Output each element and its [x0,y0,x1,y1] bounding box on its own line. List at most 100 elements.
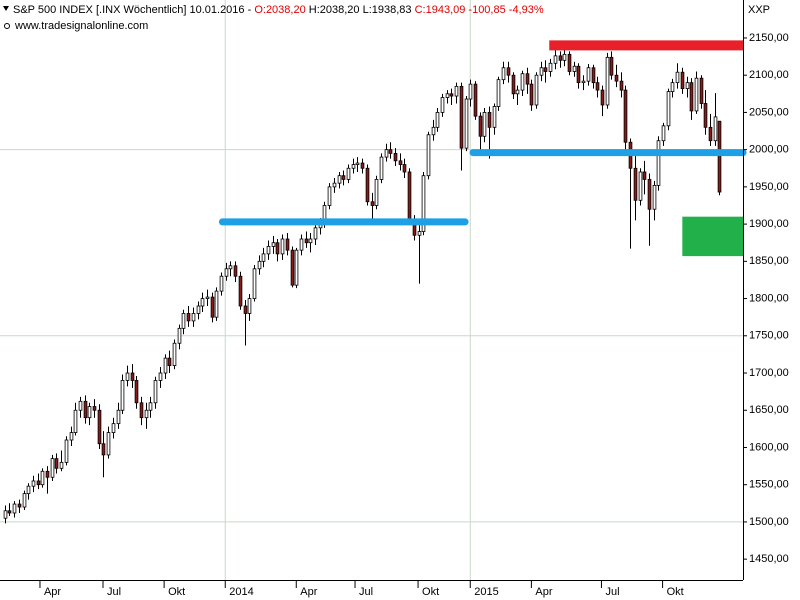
candle-body [196,305,201,314]
candle-body [36,480,41,486]
candle-body [3,510,8,519]
candle-body [83,400,88,419]
candle-body [605,56,610,106]
candle-body [633,167,638,201]
chart-header: S&P 500 INDEX [.INX Wöchentlich] 10.01.2… [13,4,544,16]
symbol-label: XXP [748,4,770,16]
y-tick-label: 2000,00 [749,144,789,156]
candle-body [205,296,210,299]
candle-body [45,470,50,478]
candle-body [525,73,530,85]
x-tick-label: 2014 [229,586,253,598]
x-tick-label: Apr [535,586,552,598]
candle-body [266,246,271,255]
candle-body [280,238,285,255]
candle-body [468,83,473,100]
y-tick-label: 2150,00 [749,32,789,44]
candle-body [308,238,313,244]
y-tick-label: 1600,00 [749,441,789,453]
candle-body [478,115,483,137]
candle-body [247,298,252,314]
header-text: S&P 500 INDEX [.INX Wöchentlich] 10.01.2… [13,4,252,16]
candle-body [595,82,600,91]
candle-body [548,62,553,72]
candle-body [581,80,586,84]
candle-body [177,327,182,344]
candle-body [290,249,295,286]
candle-body [431,126,436,136]
candle-body [167,357,172,366]
candle-body [449,93,454,97]
candle-body [134,380,139,404]
candle-body [379,156,384,180]
candle-body [78,400,83,411]
candle-body [572,65,577,72]
y-tick-label: 2100,00 [749,69,789,81]
candle-body [158,372,163,381]
candle-body [92,406,97,411]
candle-body [7,510,12,514]
candle-body [421,175,426,232]
candle-body [224,268,229,277]
x-tick-label: Jul [359,586,373,598]
candle-body [553,55,558,64]
candle-body [558,55,563,61]
candle-body [614,74,619,82]
y-tick-label: 1700,00 [749,367,789,379]
candle-body [440,97,445,113]
candle-body [473,83,478,117]
candle-body [360,162,365,169]
candle-body [351,164,356,169]
candle-body [638,171,643,201]
y-tick-label: 1800,00 [749,292,789,304]
candle-body [370,201,375,206]
candle-body [435,112,440,128]
candle-body [402,164,407,173]
candle-body [407,171,412,221]
candle-body [210,296,215,318]
source-text: www.tradesignalonline.com [14,20,148,32]
candle-body [191,313,196,322]
candle-body [346,167,351,180]
candle-body [459,85,464,149]
candle-body [623,89,628,143]
candle-body [417,231,422,236]
candle-body [337,175,342,184]
candle-body [144,409,149,419]
candle-body [238,275,243,307]
candle-body [576,65,581,84]
x-tick-label: Okt [168,586,185,598]
candle-body [713,116,718,142]
candle-body [609,56,614,76]
y-tick-label: 1850,00 [749,255,789,267]
candle-body [511,74,516,95]
candle-body [106,432,111,456]
candle-body [515,89,520,95]
candle-body [661,125,666,142]
candle-body [200,298,205,307]
candle-body [120,380,125,411]
candle-body [130,372,135,381]
candle-body [393,152,398,162]
candle-body [670,82,675,92]
candle-body [600,89,605,106]
candle-body [341,175,346,180]
candle-body [689,82,694,112]
candle-body [50,458,55,478]
candle-body [454,85,459,97]
y-tick-label: 1900,00 [749,218,789,230]
y-tick-label: 1500,00 [749,516,789,528]
menu-arrow[interactable] [3,6,9,11]
candle-body [40,470,45,486]
y-tick-label: 1550,00 [749,479,789,491]
candle-body [233,265,238,277]
candle-body [355,162,360,165]
candle-body [426,134,431,177]
candle-body [365,167,370,203]
candle-body [680,71,685,90]
x-tick-label: Okt [422,586,439,598]
candle-body [153,380,158,404]
candle-body [482,112,487,137]
plot-area [0,0,747,580]
